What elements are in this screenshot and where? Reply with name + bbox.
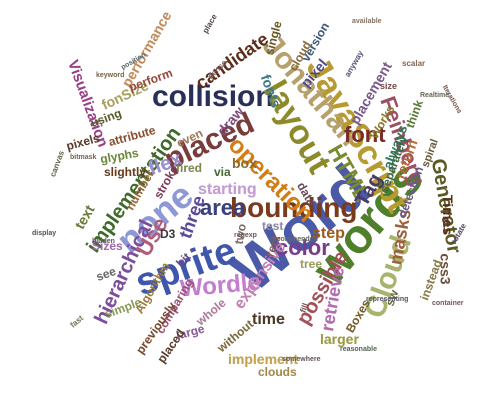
word-96: container [432, 300, 464, 307]
word-66: D3 [160, 227, 176, 241]
word-90: size [380, 81, 398, 91]
word-23: font [344, 122, 386, 147]
word-74: without [214, 316, 257, 356]
word-110: fast [68, 313, 86, 330]
word-30: starting [198, 181, 257, 198]
word-103: keyword [96, 72, 125, 79]
word-73: clouds [258, 365, 297, 379]
word-69: Sizes [92, 239, 123, 253]
word-100: bitmask [70, 154, 97, 161]
word-91: scalar [402, 59, 426, 68]
word-81: think [402, 98, 426, 130]
word-98: available [352, 18, 382, 25]
word-67: test [262, 219, 284, 233]
word-44: tree [300, 257, 323, 271]
word-32: step [312, 225, 345, 242]
word-107: representing [366, 296, 409, 303]
word-42: Times [440, 194, 457, 236]
word-92: recommended [270, 236, 318, 243]
word-50: attribute [107, 123, 157, 149]
word-20: area [200, 195, 246, 220]
word-59: slightly [104, 165, 147, 179]
word-101: display [32, 230, 57, 237]
word-64: via [214, 165, 231, 179]
word-11: color [276, 235, 330, 260]
word-102: hidden [92, 238, 115, 245]
word-35: time [252, 311, 285, 328]
word-38: box [232, 155, 257, 171]
word-99: canvas [48, 149, 66, 179]
word-106: Realtime [420, 92, 450, 99]
word-94: reasonable [340, 346, 377, 353]
word-105: Iterations [440, 84, 463, 115]
word-4: bounding [230, 192, 358, 223]
word-93: regexp [234, 232, 257, 239]
word-5: collision [152, 80, 274, 113]
word-48: glyphs [99, 145, 140, 167]
word-95: somewhere [282, 356, 321, 363]
word-72: whole [193, 295, 229, 329]
word-89: anyway [342, 48, 366, 79]
word-111: place [200, 12, 219, 35]
word-33: implement [228, 351, 299, 367]
word-61: fired [176, 161, 203, 175]
word-39: larger [320, 331, 359, 347]
